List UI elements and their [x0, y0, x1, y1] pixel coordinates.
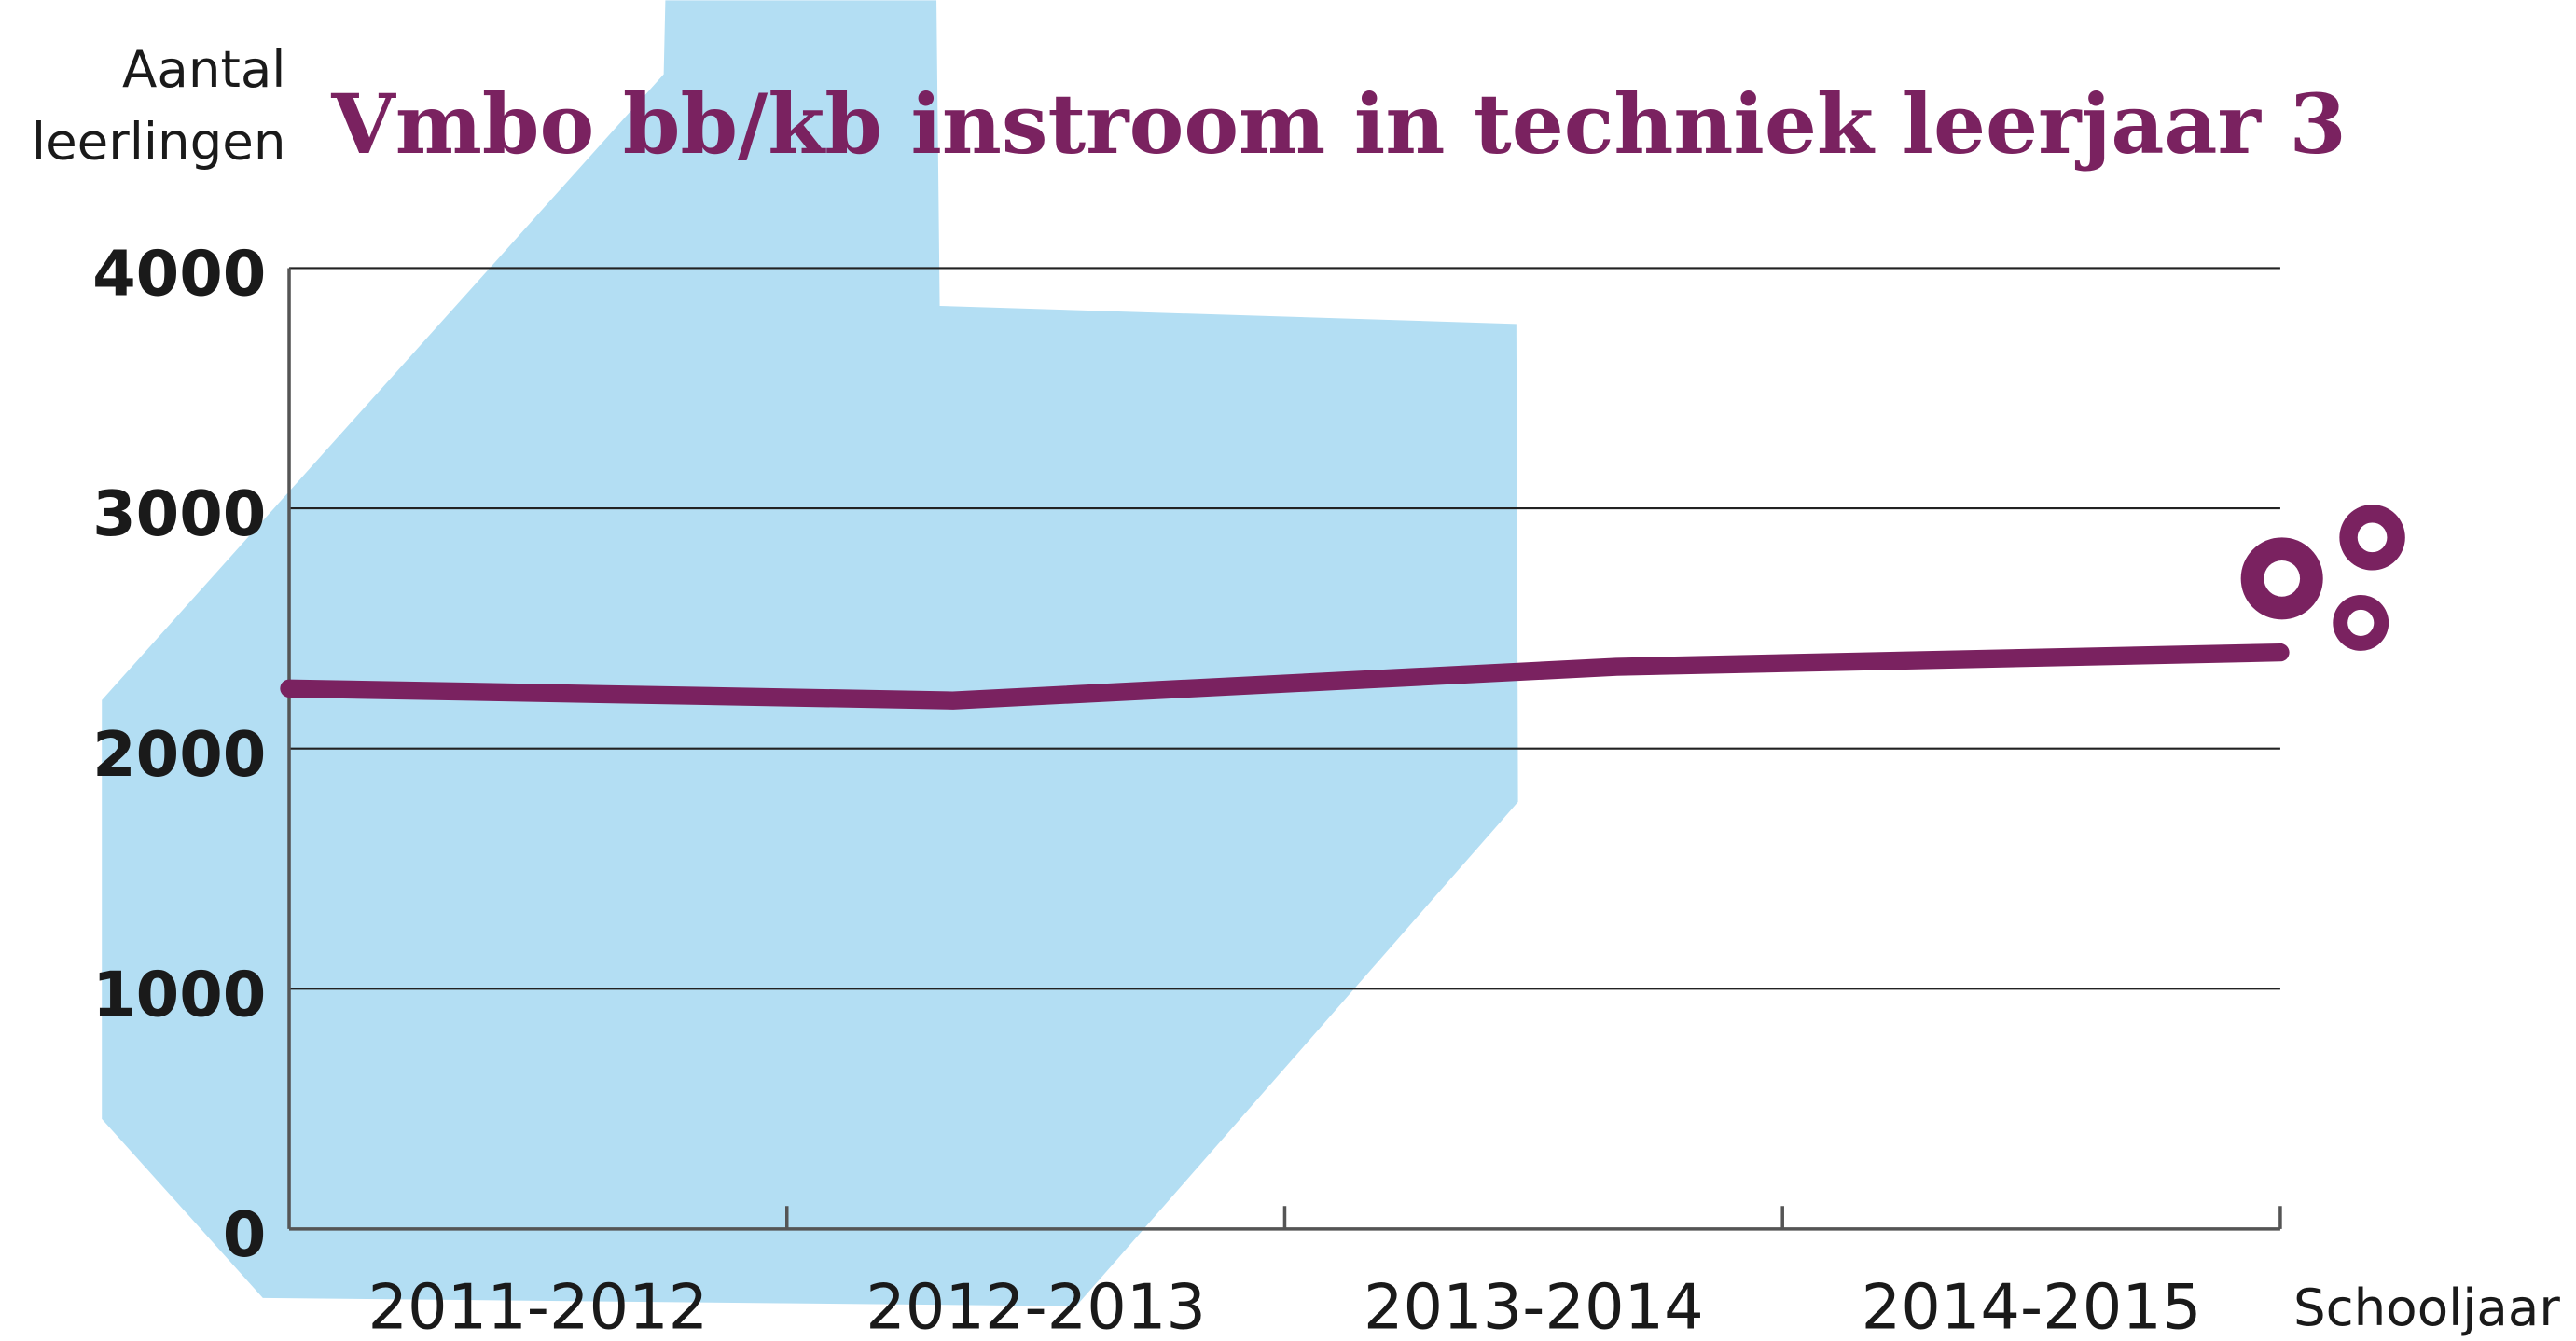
- y-tick-label: 3000: [92, 477, 266, 550]
- y-tick-label: 2000: [92, 718, 266, 791]
- gears-icon: [2240, 505, 2405, 651]
- y-tick-label: 1000: [92, 958, 266, 1030]
- x-axis-label: Schooljaar: [2293, 1278, 2560, 1337]
- y-tick-label: 0: [223, 1198, 267, 1271]
- x-tick-label: 2012-2013: [866, 1271, 1206, 1341]
- y-axis-label: leerlingen: [32, 111, 286, 171]
- background-shape: [102, 0, 1518, 1306]
- chart-title: Vmbo bb/kb instroom in techniek leerjaar…: [330, 76, 2346, 173]
- data-line: [280, 643, 2290, 710]
- y-axis-label: Aantal: [122, 39, 285, 99]
- x-tick-label: 2011-2012: [367, 1271, 708, 1341]
- x-tick-label: 2014-2015: [1862, 1271, 2202, 1341]
- y-tick-label: 4000: [92, 238, 266, 311]
- x-tick-label: 2013-2014: [1364, 1271, 1704, 1341]
